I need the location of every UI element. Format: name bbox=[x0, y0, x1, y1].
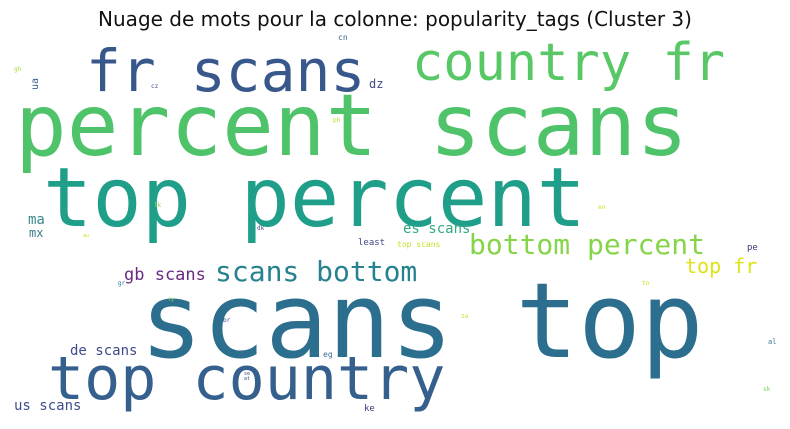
word-gb-scans: gb scans bbox=[124, 265, 206, 285]
chart-title: Nuage de mots pour la colonne: popularit… bbox=[98, 7, 692, 31]
word-least: least bbox=[358, 238, 386, 248]
word-se: se bbox=[244, 371, 251, 377]
word-top-fr: top fr bbox=[685, 254, 758, 278]
word-ua: ua bbox=[30, 77, 41, 90]
word-al: al bbox=[768, 338, 777, 346]
word-at: at bbox=[244, 376, 251, 382]
word-mx: mx bbox=[29, 226, 44, 240]
word-dz: dz bbox=[369, 77, 384, 91]
word-za: za bbox=[461, 313, 469, 320]
word-scans-top: scans top bbox=[140, 260, 704, 382]
word-country-fr: country fr bbox=[412, 33, 726, 93]
word-pe: pe bbox=[747, 243, 758, 253]
word-cz: cz bbox=[151, 83, 159, 90]
word-bottom-percent: bottom percent bbox=[469, 228, 706, 261]
word-us-scans: us scans bbox=[14, 398, 82, 414]
word-au: au bbox=[83, 233, 90, 239]
word-ph: ph bbox=[333, 117, 341, 124]
word-gh: gh bbox=[14, 66, 22, 73]
word-scans-bottom: scans bottom bbox=[215, 255, 418, 288]
word-cn: cn bbox=[338, 33, 348, 42]
word-en: en bbox=[598, 204, 606, 211]
word-top-country: top country bbox=[48, 344, 446, 414]
word-sk: sk bbox=[763, 386, 771, 393]
word-gr: gr bbox=[118, 280, 126, 287]
word-ma: ma bbox=[28, 212, 45, 228]
word-lk: lk bbox=[154, 202, 162, 209]
word-ly: ly bbox=[168, 297, 175, 303]
word-eg: eg bbox=[323, 350, 333, 359]
word-es-scans: es scans bbox=[403, 221, 471, 237]
word-ke: ke bbox=[364, 404, 375, 414]
word-top-scans: top scans bbox=[397, 240, 441, 249]
word-fr-scans: fr scans bbox=[86, 37, 366, 105]
word-dk: dk bbox=[257, 225, 265, 232]
word-br: br bbox=[223, 317, 231, 324]
word-top-percent: top percent bbox=[43, 151, 587, 246]
word-de-scans: de scans bbox=[70, 343, 138, 359]
word-cloud: percent scans scans top top percent top … bbox=[8, 34, 782, 424]
word-tn: tn bbox=[642, 280, 650, 287]
word-percent-scans: percent scans bbox=[15, 76, 689, 176]
